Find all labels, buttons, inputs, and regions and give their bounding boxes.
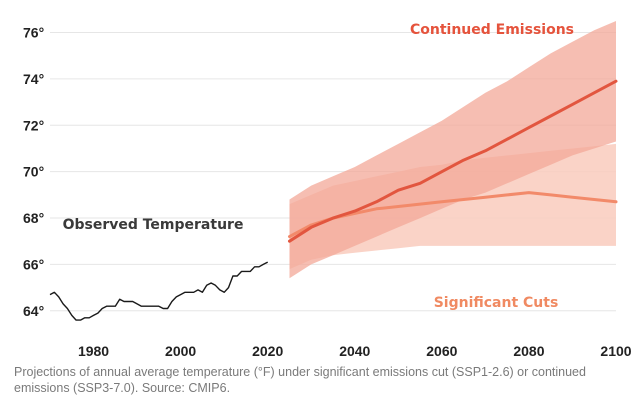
continued-emissions-band <box>289 21 616 279</box>
y-tick-70: 70° <box>23 164 44 180</box>
x-tick-2040: 2040 <box>339 343 370 359</box>
x-tick-2060: 2060 <box>426 343 457 359</box>
observed-temperature-label: Observed Temperature <box>63 217 244 233</box>
y-tick-74: 74° <box>23 71 44 87</box>
x-tick-2080: 2080 <box>513 343 544 359</box>
y-tick-66: 66° <box>23 256 44 272</box>
continued-emissions-line <box>288 79 618 243</box>
x-axis-ticks: 1980 2000 2020 2040 2060 2080 2100 <box>78 343 632 359</box>
chart-caption: Projections of annual average temperatur… <box>14 365 586 395</box>
continued-emissions-label: Continued Emissions <box>410 22 574 38</box>
observed-temperature-line <box>49 261 269 321</box>
y-tick-68: 68° <box>23 210 44 226</box>
x-tick-2100: 2100 <box>600 343 631 359</box>
series-lines <box>49 79 618 321</box>
y-tick-72: 72° <box>23 117 44 133</box>
y-tick-64: 64° <box>23 303 44 319</box>
uncertainty-bands <box>289 21 616 279</box>
y-axis-ticks: 64° 66° 68° 70° 72° 74° 76° <box>23 25 44 319</box>
x-tick-2000: 2000 <box>165 343 196 359</box>
y-tick-76: 76° <box>23 25 44 41</box>
x-tick-2020: 2020 <box>252 343 283 359</box>
x-tick-1980: 1980 <box>78 343 109 359</box>
significant-cuts-label: Significant Cuts <box>434 295 559 311</box>
